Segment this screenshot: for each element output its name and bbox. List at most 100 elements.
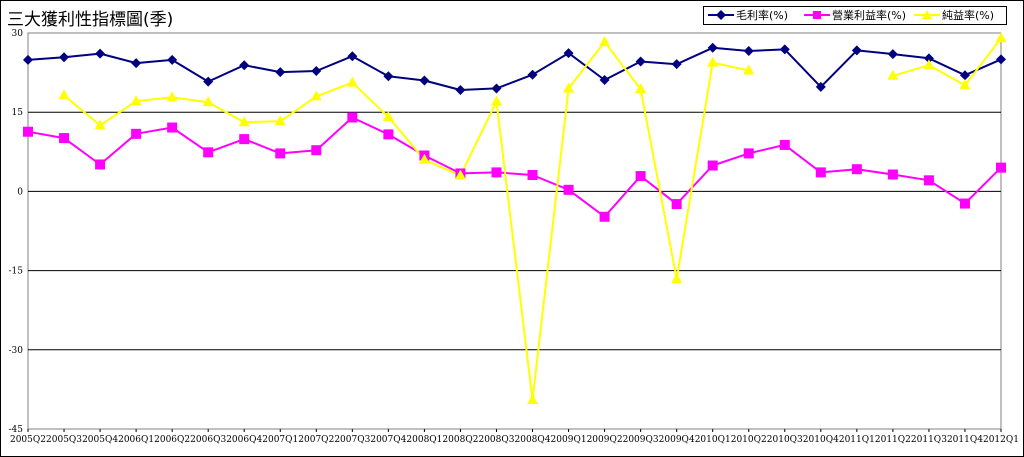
point-operating-margin-2007Q3 <box>347 112 358 123</box>
point-net-margin-2011Q2 <box>887 69 899 80</box>
point-operating-margin-2007Q2 <box>311 145 322 156</box>
legend: 毛利率(%) 營業利益率(%) 純益率(%) <box>703 6 1007 25</box>
x-tick-label-7: 2007Q1 <box>262 435 298 445</box>
point-gross-margin-2009Q3 <box>635 56 646 67</box>
point-operating-margin-2010Q2 <box>743 148 754 159</box>
point-operating-margin-2009Q4 <box>671 199 682 210</box>
x-tick-label-27: 2012Q1 <box>983 435 1019 445</box>
point-operating-margin-2010Q3 <box>779 139 790 150</box>
x-tick-label-0: 2005Q2 <box>10 435 46 445</box>
y-tick-label-4: -30 <box>9 346 24 356</box>
point-net-margin-2010Q1 <box>707 56 719 67</box>
y-tick-label-0: 30 <box>12 29 24 39</box>
point-net-margin-2007Q2 <box>310 90 322 101</box>
x-tick-label-26: 2011Q4 <box>947 435 983 445</box>
point-gross-margin-2010Q1 <box>707 42 718 53</box>
point-operating-margin-2005Q3 <box>59 133 70 144</box>
point-gross-margin-2008Q3 <box>491 83 502 94</box>
series-line-net-margin-1 <box>892 37 1002 87</box>
legend-label-operating-margin: 營業利益率(%) <box>832 9 907 22</box>
x-tick-label-24: 2011Q2 <box>875 435 911 445</box>
x-tick-label-17: 2009Q3 <box>623 435 659 445</box>
point-operating-margin-2010Q1 <box>707 160 718 171</box>
point-net-margin-2008Q3 <box>490 95 502 106</box>
legend-swatch-operating-margin <box>804 11 830 19</box>
point-gross-margin-2010Q4 <box>815 81 826 92</box>
legend-swatch-gross-margin <box>708 10 734 20</box>
point-net-margin-2006Q2 <box>166 91 178 102</box>
legend-label-net-margin: 純益率(%) <box>942 9 995 22</box>
point-gross-margin-2007Q1 <box>275 67 286 78</box>
point-gross-margin-2005Q4 <box>95 48 106 59</box>
point-gross-margin-2005Q2 <box>23 54 33 65</box>
point-net-margin-2006Q1 <box>130 95 142 106</box>
point-gross-margin-2011Q4 <box>959 70 970 81</box>
point-net-margin-2005Q3 <box>58 89 70 100</box>
point-net-margin-2007Q3 <box>346 76 358 87</box>
point-operating-margin-2009Q2 <box>599 211 610 222</box>
point-gross-margin-2006Q4 <box>239 60 250 71</box>
y-tick-label-2: 0 <box>17 187 23 197</box>
point-net-margin-2012Q1 <box>995 32 1007 43</box>
point-net-margin-2009Q4 <box>671 273 683 284</box>
y-tick-label-5: -45 <box>9 425 24 435</box>
point-net-margin-2005Q4 <box>94 119 106 130</box>
point-gross-margin-2009Q4 <box>671 59 682 70</box>
point-gross-margin-2007Q2 <box>311 66 322 77</box>
x-tick-label-21: 2010Q3 <box>767 435 803 445</box>
series-line-gross-margin-0 <box>27 46 1002 91</box>
point-operating-margin-2006Q1 <box>131 128 142 139</box>
point-operating-margin-2005Q4 <box>95 159 106 170</box>
point-operating-margin-2011Q2 <box>887 169 898 180</box>
x-tick-label-11: 2008Q1 <box>406 435 442 445</box>
x-tick-label-25: 2011Q3 <box>911 435 947 445</box>
x-tick-label-10: 2007Q4 <box>370 435 406 445</box>
x-tick-label-18: 2009Q4 <box>659 435 695 445</box>
y-tick-label-1: 15 <box>12 108 24 118</box>
point-operating-margin-2011Q4 <box>959 198 970 209</box>
point-gross-margin-2008Q4 <box>527 69 538 80</box>
point-operating-margin-2009Q1 <box>563 184 574 195</box>
point-gross-margin-2012Q1 <box>996 54 1006 65</box>
point-operating-margin-2007Q1 <box>275 148 286 159</box>
point-gross-margin-2010Q3 <box>779 44 790 55</box>
legend-swatch-net-margin <box>914 10 940 19</box>
x-tick-label-23: 2011Q1 <box>839 435 875 445</box>
point-operating-margin-2010Q4 <box>815 167 826 178</box>
x-tick-label-8: 2007Q2 <box>298 435 334 445</box>
point-net-margin-2009Q3 <box>635 82 647 93</box>
point-operating-margin-2012Q1 <box>996 162 1006 173</box>
point-net-margin-2006Q4 <box>238 116 250 127</box>
y-tick-label-3: -15 <box>9 267 24 277</box>
plot-area <box>27 32 1002 430</box>
point-net-margin-2008Q2 <box>454 169 466 180</box>
point-gross-margin-2008Q2 <box>455 85 466 96</box>
point-operating-margin-2006Q4 <box>239 134 250 145</box>
point-gross-margin-2009Q2 <box>599 74 610 85</box>
point-net-margin-2009Q1 <box>563 82 575 93</box>
point-gross-margin-2006Q3 <box>203 76 214 87</box>
point-net-margin-2009Q2 <box>599 35 611 46</box>
chart-title: 三大獲利性指標圖(季) <box>7 10 174 30</box>
x-tick-label-6: 2006Q4 <box>226 435 262 445</box>
point-operating-margin-2009Q3 <box>635 171 646 182</box>
point-operating-margin-2005Q2 <box>23 126 33 137</box>
point-gross-margin-2007Q3 <box>347 51 358 62</box>
point-gross-margin-2011Q2 <box>887 49 898 60</box>
point-net-margin-2010Q2 <box>743 64 755 75</box>
point-gross-margin-2005Q3 <box>59 52 70 63</box>
point-gross-margin-2006Q2 <box>167 54 178 65</box>
point-net-margin-2008Q1 <box>418 153 430 164</box>
point-operating-margin-2008Q4 <box>527 170 538 181</box>
point-net-margin-2008Q4 <box>527 393 539 404</box>
x-tick-label-19: 2010Q1 <box>695 435 731 445</box>
series-line-net-margin-0 <box>63 41 749 401</box>
point-net-margin-2006Q3 <box>202 96 214 107</box>
x-tick-label-13: 2008Q3 <box>478 435 514 445</box>
point-operating-margin-2008Q3 <box>491 167 502 178</box>
x-tick-label-3: 2006Q1 <box>118 435 154 445</box>
point-operating-margin-2006Q2 <box>167 122 178 133</box>
x-tick-label-4: 2006Q2 <box>154 435 190 445</box>
